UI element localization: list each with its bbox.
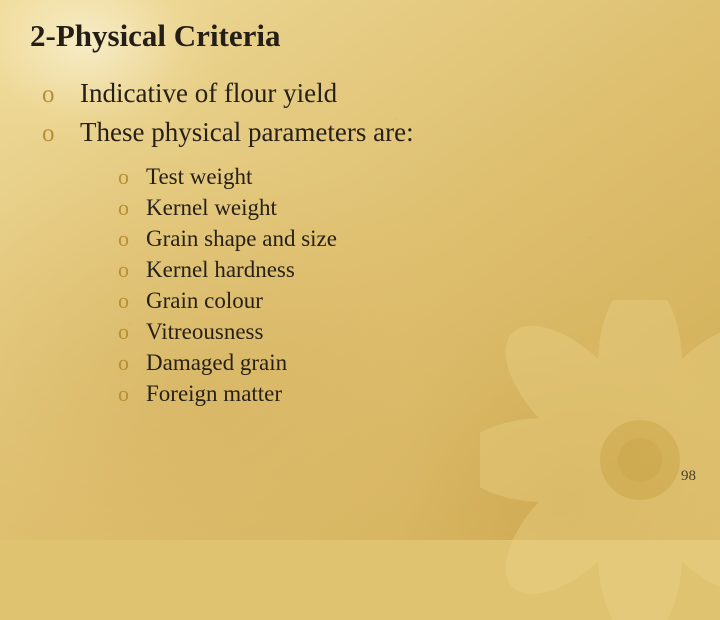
list-item-text: Damaged grain: [146, 350, 287, 376]
list-item-text: Indicative of flour yield: [80, 78, 337, 109]
bullet-icon: o: [42, 120, 80, 148]
list-item-text: Grain colour: [146, 288, 263, 314]
bullet-icon: o: [118, 257, 146, 283]
slide-title: 2-Physical Criteria: [30, 18, 690, 54]
bullet-icon: o: [118, 195, 146, 221]
list-item-text: Kernel weight: [146, 195, 277, 221]
list-item-text: Foreign matter: [146, 381, 282, 407]
list-item: o Kernel hardness: [118, 257, 690, 283]
list-item: o Test weight: [118, 164, 690, 190]
list-item-text: Test weight: [146, 164, 252, 190]
list-item: o Foreign matter: [118, 381, 690, 407]
bullet-icon: o: [118, 226, 146, 252]
sub-bullet-list: o Test weight o Kernel weight o Grain sh…: [30, 164, 690, 407]
bullet-icon: o: [118, 288, 146, 314]
main-bullet-list: o Indicative of flour yield o These phys…: [30, 78, 690, 148]
list-item: o These physical parameters are:: [42, 117, 690, 148]
list-item-text: Vitreousness: [146, 319, 263, 345]
list-item-text: These physical parameters are:: [80, 117, 414, 148]
bullet-icon: o: [118, 319, 146, 345]
bullet-icon: o: [118, 164, 146, 190]
bullet-icon: o: [42, 81, 80, 109]
bullet-icon: o: [118, 350, 146, 376]
list-item: o Vitreousness: [118, 319, 690, 345]
list-item-text: Grain shape and size: [146, 226, 337, 252]
page-number: 98: [681, 468, 696, 485]
bullet-icon: o: [118, 381, 146, 407]
list-item: o Damaged grain: [118, 350, 690, 376]
list-item: o Grain colour: [118, 288, 690, 314]
list-item: o Grain shape and size: [118, 226, 690, 252]
list-item: o Kernel weight: [118, 195, 690, 221]
list-item: o Indicative of flour yield: [42, 78, 690, 109]
slide-content: 2-Physical Criteria o Indicative of flou…: [0, 0, 720, 540]
list-item-text: Kernel hardness: [146, 257, 295, 283]
